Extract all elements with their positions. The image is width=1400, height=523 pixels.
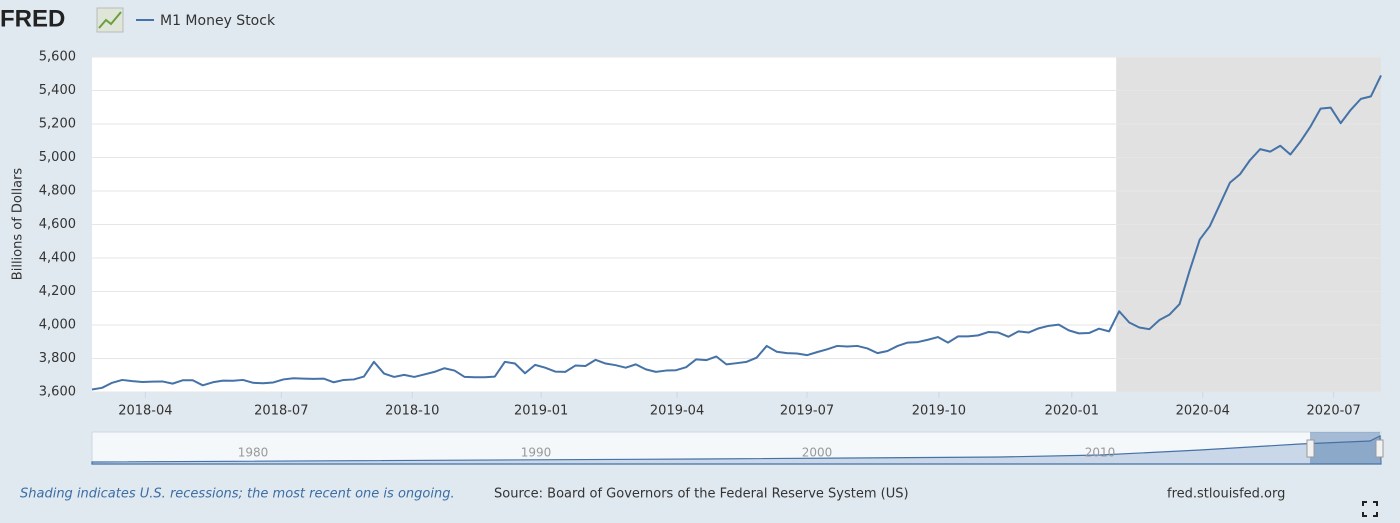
x-tick-label: 2018-04 — [118, 404, 172, 419]
navigator-label: 2000 — [802, 446, 833, 460]
y-tick-label: 5,200 — [39, 117, 76, 132]
source: Source: Board of Governors of the Federa… — [494, 487, 909, 502]
y-tick-label: 4,600 — [39, 217, 76, 232]
x-tick-label: 2018-07 — [254, 404, 308, 419]
logo-icon — [96, 7, 124, 33]
y-tick-label: 4,000 — [39, 318, 76, 333]
x-tick-label: 2020-01 — [1045, 404, 1099, 419]
x-tick-label: 2019-04 — [650, 404, 704, 419]
navigator-label: 1990 — [521, 446, 552, 460]
x-tick-label: 2019-01 — [514, 404, 568, 419]
y-tick-label: 5,400 — [39, 83, 76, 98]
navigator-label: 1980 — [238, 446, 269, 460]
fullscreen-icon[interactable] — [1362, 501, 1378, 517]
navigator — [91, 431, 1384, 465]
logo: FRED — [0, 5, 65, 32]
y-tick-label: 3,800 — [39, 351, 76, 366]
recession-note: Shading indicates U.S. recessions; the m… — [20, 487, 455, 502]
legend-label: M1 Money Stock — [160, 13, 276, 29]
y-tick-label: 4,800 — [39, 184, 76, 199]
navigator-label: 2010 — [1085, 446, 1116, 460]
y-tick-label: 4,200 — [39, 284, 76, 299]
series-line — [91, 74, 1382, 391]
x-tick-label: 2019-07 — [780, 404, 834, 419]
y-tick-label: 5,600 — [39, 50, 76, 65]
x-tick-label: 2020-07 — [1307, 404, 1361, 419]
x-tick-label: 2019-10 — [912, 404, 966, 419]
x-tick-label: 2020-04 — [1176, 404, 1230, 419]
y-tick-label: 5,000 — [39, 150, 76, 165]
y-axis-label: Billions of Dollars — [11, 168, 26, 281]
x-tick-label: 2018-10 — [385, 404, 439, 419]
y-tick-label: 3,600 — [39, 385, 76, 400]
site[interactable]: fred.stlouisfed.org — [1167, 487, 1285, 502]
y-tick-label: 4,400 — [39, 251, 76, 266]
